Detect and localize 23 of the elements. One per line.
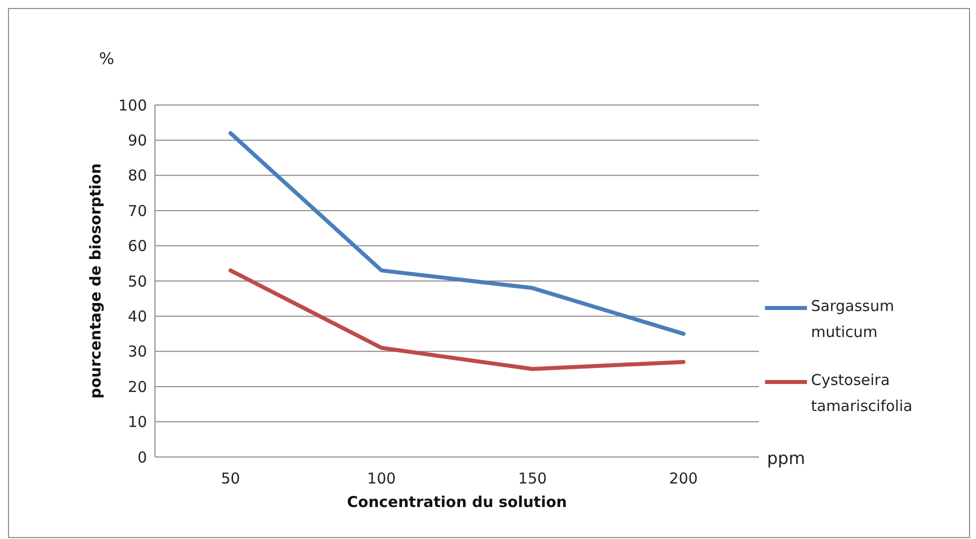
y-tick-label: 80 (128, 166, 147, 185)
legend-label: Cystoseira tamariscifolia (811, 370, 914, 417)
y-tick-label: 50 (128, 272, 147, 290)
y-tick-label: 0 (137, 448, 147, 466)
x-tick-label: 100 (367, 470, 396, 488)
x-tick-label: 150 (518, 470, 547, 488)
x-tick-label: 50 (220, 470, 240, 488)
text: ppm (767, 449, 806, 469)
y-tick-label: 20 (128, 378, 147, 396)
legend-label: Sargassum muticum (811, 296, 896, 343)
y-tick-label: 30 (128, 342, 147, 361)
y-tick-label: 70 (128, 202, 147, 220)
y-tick-label: 60 (128, 237, 147, 256)
y-tick-label: 100 (118, 96, 147, 114)
line-series (228, 268, 686, 371)
y-axis-title: pourcentage de biosorption (86, 163, 104, 399)
line-series (228, 131, 686, 336)
y-tick-label: 40 (128, 308, 147, 326)
x-tick-label: 200 (669, 470, 698, 488)
text: % (99, 49, 114, 68)
y-tick-label: 90 (128, 132, 147, 150)
y-tick-label: 10 (128, 413, 147, 432)
x-axis-title: Concentration du solution (347, 493, 567, 511)
